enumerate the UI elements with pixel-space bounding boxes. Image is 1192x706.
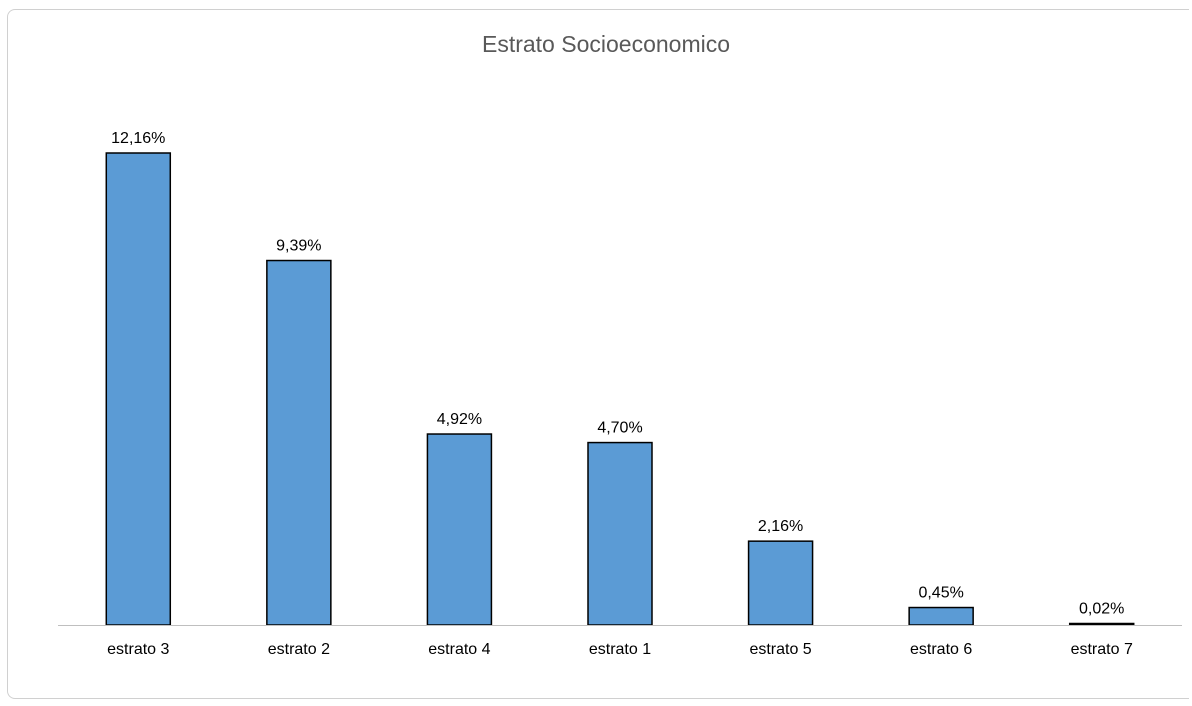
bar-estrato-3 (105, 152, 172, 626)
bar-estrato-4 (426, 433, 493, 626)
x-tick-label-estrato-7: estrato 7 (1071, 641, 1133, 658)
data-label-estrato-3: 12,16% (111, 130, 165, 147)
x-tick-label-estrato-2: estrato 2 (268, 641, 330, 658)
data-label-estrato-2: 9,39% (276, 238, 321, 255)
bars-group (105, 152, 1135, 626)
bar-estrato-6 (908, 606, 974, 626)
data-labels-group: 12,16% 9,39% 4,92% 4,70% 2,16% 0,45% 0,02% (111, 130, 1124, 618)
data-label-estrato-6: 0,45% (918, 585, 963, 602)
x-tick-label-estrato-6: estrato 6 (910, 641, 972, 658)
x-tick-label-estrato-1: estrato 1 (589, 641, 651, 658)
bar-estrato-1 (587, 441, 653, 626)
bar-estrato-7 (1068, 622, 1135, 626)
bar-estrato-2 (266, 259, 332, 626)
chart-title: Estrato Socioeconomico (482, 31, 730, 57)
bar-estrato-5 (747, 540, 814, 626)
tick-labels-group: estrato 3 estrato 2 estrato 4 estrato 1 estr… (107, 641, 1133, 658)
data-label-estrato-7: 0,02% (1079, 601, 1124, 618)
x-tick-label-estrato-4: estrato 4 (428, 641, 490, 658)
data-label-estrato-4: 4,92% (437, 411, 482, 428)
x-tick-label-estrato-3: estrato 3 (107, 641, 169, 658)
x-tick-label-estrato-5: estrato 5 (749, 641, 811, 658)
data-label-estrato-1: 4,70% (597, 420, 642, 437)
data-label-estrato-5: 2,16% (758, 518, 803, 535)
